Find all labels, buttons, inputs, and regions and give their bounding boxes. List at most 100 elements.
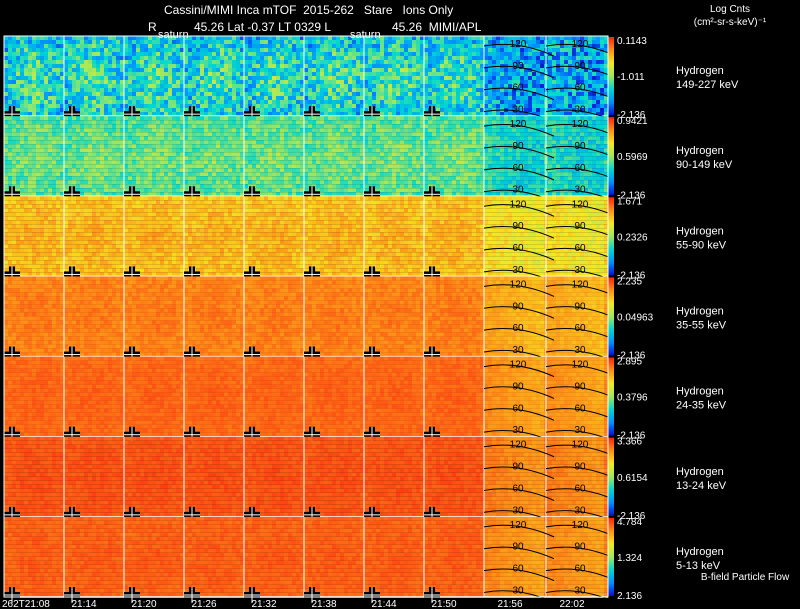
heatmap-cell bbox=[136, 164, 140, 169]
heatmap-cell bbox=[592, 152, 596, 157]
heatmap-cell bbox=[536, 88, 540, 92]
heatmap-cell bbox=[100, 76, 104, 80]
heatmap-cell bbox=[360, 100, 364, 104]
heatmap-cell bbox=[24, 124, 28, 129]
heatmap-cell bbox=[476, 108, 480, 112]
heatmap-cell bbox=[556, 120, 560, 125]
heatmap-cell bbox=[176, 148, 180, 153]
heatmap-cell bbox=[332, 120, 336, 125]
heatmap-cell bbox=[56, 80, 60, 84]
heatmap-cell bbox=[188, 156, 192, 161]
heatmap-cell bbox=[248, 40, 252, 44]
heatmap-cell bbox=[264, 48, 268, 52]
heatmap-cell bbox=[172, 68, 176, 72]
heatmap-cell bbox=[108, 80, 112, 84]
heatmap-cell bbox=[192, 64, 196, 68]
heatmap-cell bbox=[240, 88, 244, 92]
heatmap-cell bbox=[224, 60, 228, 64]
heatmap-cell bbox=[268, 68, 272, 72]
heatmap-cell bbox=[28, 128, 32, 133]
heatmap-cell bbox=[556, 132, 560, 137]
heatmap-cell bbox=[476, 48, 480, 52]
heatmap-cell bbox=[384, 120, 388, 125]
heatmap-cell bbox=[228, 120, 232, 125]
heatmap-cell bbox=[404, 144, 408, 149]
heatmap-cell bbox=[24, 76, 28, 80]
heatmap-cell bbox=[468, 116, 472, 121]
heatmap-cell bbox=[76, 88, 80, 92]
heatmap-cell bbox=[464, 156, 468, 161]
heatmap-cell bbox=[188, 160, 192, 165]
heatmap-cell bbox=[348, 104, 352, 108]
heatmap-cell bbox=[380, 100, 384, 104]
heatmap-cell bbox=[520, 80, 524, 84]
heatmap-cell bbox=[312, 36, 316, 40]
heatmap-cell bbox=[592, 160, 596, 165]
heatmap-cell bbox=[140, 92, 144, 96]
heatmap-cell bbox=[408, 124, 412, 129]
heatmap-cell bbox=[540, 44, 544, 48]
heatmap-cell bbox=[68, 140, 72, 145]
heatmap-cell bbox=[4, 88, 8, 92]
heatmap-cell bbox=[296, 52, 300, 56]
heatmap-cell bbox=[124, 160, 128, 165]
heatmap-cell bbox=[92, 160, 96, 165]
heatmap-cell bbox=[248, 136, 252, 141]
heatmap-cell bbox=[208, 80, 212, 84]
heatmap-cell bbox=[424, 120, 428, 125]
heatmap-cell bbox=[92, 72, 96, 76]
heatmap-cell bbox=[244, 136, 248, 141]
heatmap-cell bbox=[508, 76, 512, 80]
heatmap-cell bbox=[280, 40, 284, 44]
heatmap-cell bbox=[288, 120, 292, 125]
heatmap-cell bbox=[160, 76, 164, 80]
heatmap-cell bbox=[216, 56, 220, 60]
heatmap-cell bbox=[316, 56, 320, 60]
heatmap-cell bbox=[60, 60, 64, 64]
heatmap-cell bbox=[536, 152, 540, 157]
heatmap-cell bbox=[280, 132, 284, 137]
heatmap-cell bbox=[512, 104, 516, 108]
heatmap-cell bbox=[572, 116, 576, 121]
heatmap-cell bbox=[552, 96, 556, 100]
heatmap-cell bbox=[204, 52, 208, 56]
heatmap-cell bbox=[44, 76, 48, 80]
heatmap-cell bbox=[184, 120, 188, 125]
heatmap-cell bbox=[160, 68, 164, 72]
heatmap-cell bbox=[456, 108, 460, 112]
heatmap-cell bbox=[68, 36, 72, 40]
heatmap-cell bbox=[348, 116, 352, 121]
heatmap-cell bbox=[584, 148, 588, 153]
heatmap-cell bbox=[384, 128, 388, 133]
heatmap-cell bbox=[164, 164, 168, 169]
heatmap-cell bbox=[476, 104, 480, 108]
heatmap-cell bbox=[516, 152, 520, 157]
heatmap-cell bbox=[388, 40, 392, 44]
heatmap-cell bbox=[32, 52, 36, 56]
heatmap-cell bbox=[328, 44, 332, 48]
heatmap-cell bbox=[76, 148, 80, 153]
heatmap-cell bbox=[44, 60, 48, 64]
heatmap-cell bbox=[112, 108, 116, 112]
heatmap-cell bbox=[136, 124, 140, 129]
heatmap-cell bbox=[444, 88, 448, 92]
heatmap-cell bbox=[132, 120, 136, 125]
heatmap-cell bbox=[156, 68, 160, 72]
heatmap-cell bbox=[244, 52, 248, 56]
heatmap-cell bbox=[516, 104, 520, 108]
heatmap-cell bbox=[408, 52, 412, 56]
heatmap-cell bbox=[44, 128, 48, 133]
heatmap-cell bbox=[172, 96, 176, 100]
heatmap-cell bbox=[88, 144, 92, 149]
heatmap-cell bbox=[232, 80, 236, 84]
heatmap-cell bbox=[96, 40, 100, 44]
heatmap-cell bbox=[136, 96, 140, 100]
heatmap-cell bbox=[440, 160, 444, 165]
heatmap-cell bbox=[132, 76, 136, 80]
heatmap-cell bbox=[580, 160, 584, 165]
heatmap-cell bbox=[340, 92, 344, 96]
heatmap-cell bbox=[20, 108, 24, 112]
heatmap-cell bbox=[356, 52, 360, 56]
heatmap-cell bbox=[572, 48, 576, 52]
heatmap-cell bbox=[420, 108, 424, 112]
